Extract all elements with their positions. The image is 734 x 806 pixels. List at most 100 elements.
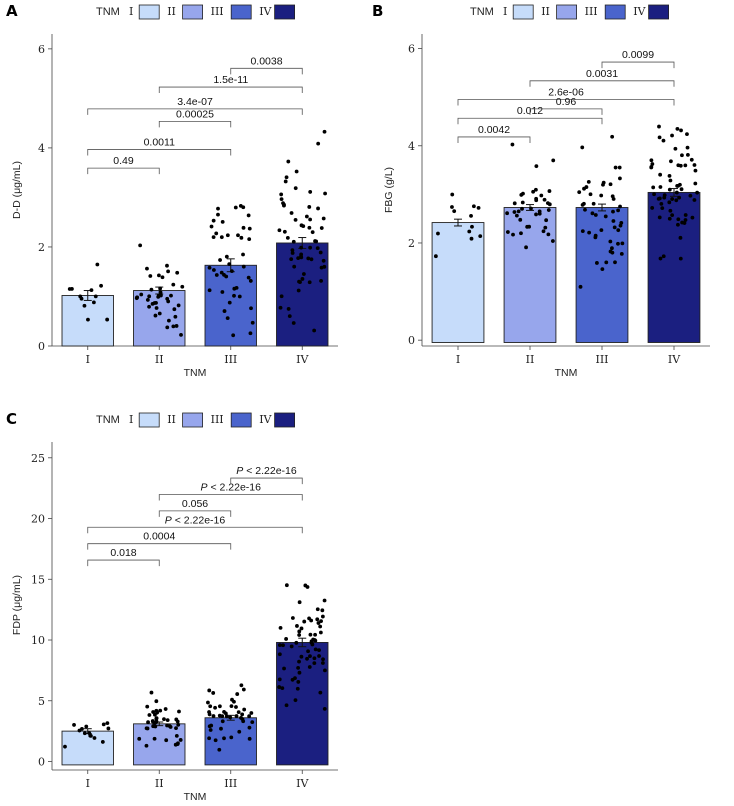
data-point (158, 708, 163, 713)
data-point (296, 666, 301, 670)
data-point (313, 632, 317, 637)
data-point (220, 219, 225, 224)
data-point (300, 277, 305, 281)
data-point (318, 250, 323, 255)
legend-label: IV (259, 5, 272, 18)
data-point (677, 195, 682, 200)
data-point (591, 201, 596, 206)
data-point (281, 643, 285, 648)
data-point (693, 168, 698, 173)
data-point (524, 245, 528, 250)
data-point (299, 252, 304, 257)
data-point (470, 224, 474, 229)
data-point (158, 290, 163, 295)
data-point (303, 583, 308, 588)
comparison-bracket (457, 136, 531, 143)
data-point (277, 228, 282, 233)
data-point (137, 736, 142, 741)
data-point (613, 260, 617, 265)
data-point (296, 680, 301, 684)
data-point (660, 206, 665, 211)
data-point (169, 293, 173, 298)
legend: TNM I II III IV (96, 4, 296, 20)
data-point (537, 209, 542, 214)
data-point (214, 273, 219, 277)
data-point (543, 225, 548, 230)
data-point (160, 275, 165, 280)
data-point (601, 182, 605, 187)
data-point (304, 214, 309, 219)
data-point (469, 236, 474, 241)
data-point (679, 187, 684, 192)
x-axis-title: TNM (184, 367, 207, 379)
data-point (234, 714, 239, 718)
y-axis-title: FBG (g/L) (383, 167, 395, 213)
data-point (214, 231, 219, 236)
data-point (241, 719, 246, 724)
data-point (309, 257, 314, 262)
data-point (93, 294, 98, 299)
data-point (148, 274, 153, 278)
p-value-label: 1.5e-11 (213, 74, 248, 86)
legend-label: II (541, 5, 550, 18)
data-point (152, 736, 157, 741)
data-point (313, 239, 317, 243)
data-point (145, 726, 150, 731)
data-point (216, 206, 220, 211)
data-point (217, 747, 222, 752)
data-point (70, 287, 74, 291)
data-point (688, 193, 693, 198)
data-point (650, 206, 655, 210)
data-point (322, 129, 327, 134)
data-point (100, 740, 105, 744)
data-point (306, 649, 310, 654)
data-point (299, 626, 304, 631)
legend-swatch (138, 4, 160, 20)
data-point (471, 204, 476, 209)
data-point (287, 314, 292, 319)
data-point (153, 313, 158, 318)
data-point (174, 717, 179, 722)
data-point (72, 723, 76, 727)
data-point (603, 214, 608, 219)
data-point (690, 215, 695, 220)
data-point (247, 714, 252, 719)
data-point (317, 654, 321, 658)
data-point (610, 194, 615, 199)
data-point (247, 226, 252, 231)
x-tick-label: III (224, 777, 237, 790)
data-point (317, 648, 321, 653)
data-point (618, 223, 623, 228)
data-point (225, 233, 230, 238)
p-value-label: 0.0004 (143, 531, 175, 543)
data-point (89, 288, 94, 293)
data-point (237, 294, 242, 299)
data-point (284, 583, 289, 588)
bars (431, 188, 701, 343)
data-point (290, 251, 295, 255)
p-value-label: 0.96 (556, 96, 577, 108)
data-point (322, 598, 327, 603)
data-point (661, 254, 666, 259)
data-point (63, 744, 67, 749)
x-tick-label: II (155, 353, 164, 366)
data-point (323, 191, 327, 196)
data-point (180, 284, 185, 289)
data-point (149, 690, 154, 695)
data-point (315, 607, 320, 612)
y-axis-title: D-D (μg/mL) (11, 161, 23, 219)
legend-swatch (274, 4, 296, 20)
data-point (436, 231, 440, 236)
data-point (619, 251, 624, 256)
data-point (685, 132, 689, 137)
data-point (150, 301, 155, 306)
data-point (611, 209, 615, 214)
data-point (219, 270, 224, 275)
legend-swatch (556, 4, 577, 20)
data-point (478, 234, 483, 238)
data-point (546, 208, 551, 212)
legend-title: TNM (96, 414, 120, 426)
data-point (290, 616, 295, 620)
legend-label: II (167, 5, 176, 18)
